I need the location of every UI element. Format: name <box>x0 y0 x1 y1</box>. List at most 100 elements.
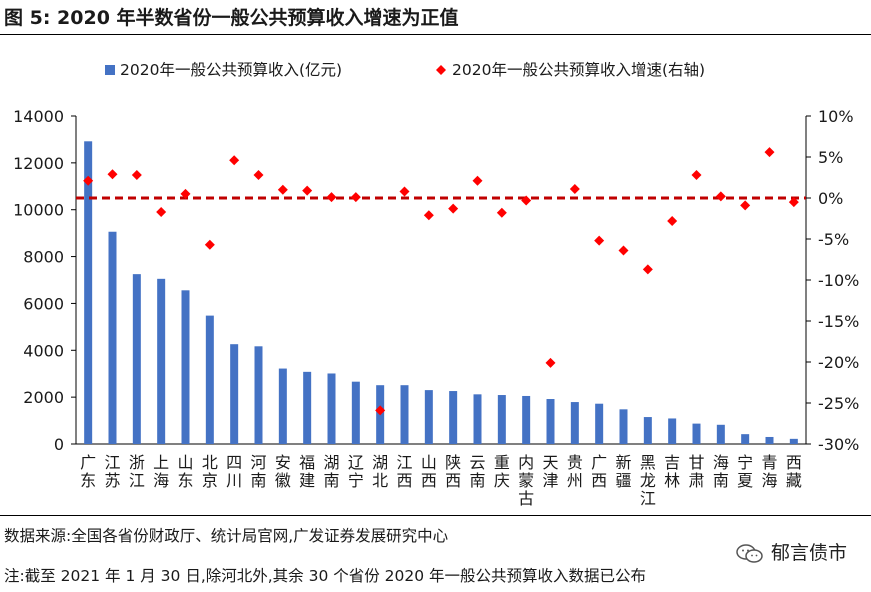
category-label: 藏 <box>786 471 802 490</box>
category-label: 西 <box>445 471 461 490</box>
category-label: 宁 <box>737 453 753 472</box>
category-label: 蒙 <box>518 471 534 490</box>
category-label: 湖 <box>323 453 339 472</box>
category-label: 广 <box>591 453 607 472</box>
growth-point <box>83 175 94 186</box>
category-label: 宁 <box>348 471 364 490</box>
right-tick-label: -10% <box>818 271 859 290</box>
category-label: 内 <box>518 453 534 472</box>
growth-point <box>204 239 215 250</box>
category-label: 上 <box>153 453 169 472</box>
category-label: 江 <box>129 471 145 490</box>
left-tick-label: 14000 <box>13 107 64 126</box>
bar <box>84 141 93 444</box>
left-tick-label: 0 <box>54 435 64 454</box>
right-tick-label: 0% <box>818 189 843 208</box>
growth-point <box>156 206 167 217</box>
bar <box>157 278 166 444</box>
growth-point <box>545 357 556 368</box>
bar <box>765 436 774 444</box>
category-label: 州 <box>567 471 583 490</box>
growth-point <box>472 175 483 186</box>
bar <box>278 368 287 444</box>
footer-rule <box>0 515 871 516</box>
category-label: 北 <box>372 471 388 490</box>
left-tick-label: 6000 <box>23 294 64 313</box>
chart: 0 2000 4000 6000 8000 10000 12000 14000 -30% -25%… <box>13 60 859 508</box>
growth-point <box>326 192 337 203</box>
category-label: 广 <box>80 453 96 472</box>
growth-point <box>350 192 361 203</box>
growth-point <box>764 147 775 158</box>
category-label: 青 <box>761 453 777 472</box>
bar <box>570 402 579 444</box>
category-label: 古 <box>518 489 534 508</box>
category-label: 东 <box>177 471 193 490</box>
title-rule <box>0 34 871 35</box>
right-tick-label: -20% <box>818 353 859 372</box>
category-label: 贵 <box>567 453 583 472</box>
bar <box>254 346 263 444</box>
category-label: 山 <box>177 453 193 472</box>
growth-point <box>253 170 264 181</box>
category-label: 京 <box>202 471 218 490</box>
category-label: 川 <box>226 471 242 490</box>
category-label: 北 <box>202 453 218 472</box>
growth-point <box>302 185 313 196</box>
category-label: 庆 <box>494 471 510 490</box>
right-tick-label: -25% <box>818 394 859 413</box>
category-label: 西 <box>396 471 412 490</box>
growth-point <box>277 184 288 195</box>
bar <box>619 409 628 444</box>
watermark-text: 郁言债市 <box>771 542 848 564</box>
category-label: 黑 <box>640 453 656 472</box>
category-label: 疆 <box>615 471 631 490</box>
growth-point <box>107 169 118 180</box>
category-label: 福 <box>299 453 315 472</box>
bar <box>473 394 482 444</box>
growth-point <box>667 215 678 226</box>
growth-point <box>180 188 191 199</box>
category-label: 云 <box>469 453 485 472</box>
category-label: 夏 <box>737 471 753 490</box>
growth-point <box>691 170 702 181</box>
category-label: 山 <box>421 453 437 472</box>
category-label: 南 <box>323 471 339 490</box>
category-label: 河 <box>250 453 266 472</box>
category-label: 西 <box>591 471 607 490</box>
growth-point <box>496 207 507 218</box>
category-label: 西 <box>786 453 802 472</box>
category-label: 南 <box>469 471 485 490</box>
category-label: 陕 <box>445 453 461 472</box>
category-label: 海 <box>761 471 777 490</box>
category-label: 新 <box>615 453 631 472</box>
right-tick-label: 5% <box>818 148 843 167</box>
left-tick-label: 10000 <box>13 201 64 220</box>
bar <box>327 373 336 444</box>
growth-point <box>788 197 799 208</box>
right-tick-label: -15% <box>818 312 859 331</box>
category-label: 湖 <box>372 453 388 472</box>
growth-point <box>618 245 629 256</box>
category-label: 津 <box>542 471 558 490</box>
category-label: 东 <box>80 471 96 490</box>
category-label: 江 <box>640 489 656 508</box>
category-label: 天 <box>542 453 558 472</box>
legend-marker-label: 2020年一般公共预算收入增速(右轴) <box>452 60 705 79</box>
bar <box>449 391 458 444</box>
bar <box>303 371 312 444</box>
category-label: 江 <box>396 453 412 472</box>
right-tick-label: 10% <box>818 107 854 126</box>
legend-bar-label: 2020年一般公共预算收入(亿元) <box>120 60 342 79</box>
growth-point <box>715 191 726 202</box>
bar <box>789 438 798 444</box>
category-label: 苏 <box>104 471 120 490</box>
growth-point <box>740 200 751 211</box>
bar <box>108 231 117 444</box>
growth-point <box>448 203 459 214</box>
bar <box>716 424 725 444</box>
left-tick-label: 8000 <box>23 248 64 267</box>
wechat-icon <box>736 543 763 563</box>
data-source: 数据来源:全国各省份财政厅、统计局官网,广发证券发展研究中心 <box>4 527 449 545</box>
category-label: 四 <box>226 453 242 472</box>
